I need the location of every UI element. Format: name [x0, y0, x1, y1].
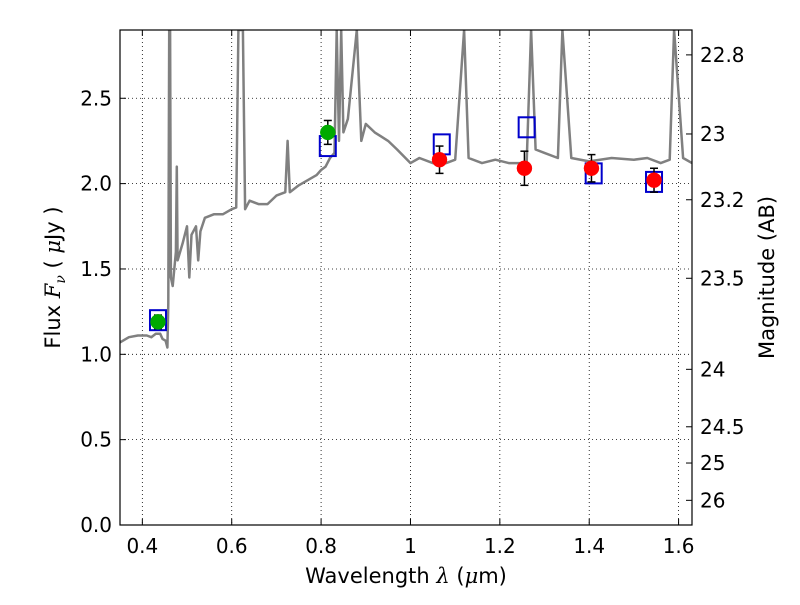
y-axis-title-prefix: Flux: [41, 298, 65, 348]
x-axis-title-prefix: Wavelength: [305, 564, 436, 588]
y-axis-nu-subscript: ν: [53, 275, 69, 284]
x-tick-label: 1: [404, 534, 417, 558]
x-tick-label: 0.6: [216, 534, 248, 558]
x-tick-label: 1.4: [573, 534, 605, 558]
y-axis-title: Flux Fν ( μJy ): [41, 206, 69, 348]
x-tick-label: 0.4: [126, 534, 158, 558]
x-axis-title: Wavelength λ (μm): [305, 564, 507, 588]
x-tick-label: 1.6: [663, 534, 695, 558]
data-markers: [148, 116, 664, 332]
x-axis-lambda-symbol: λ: [435, 564, 449, 588]
x-tick-label: 1.2: [484, 534, 516, 558]
y-tick-label: 0.5: [80, 428, 112, 452]
y-tick-label: 2.5: [80, 86, 112, 110]
y2-axis-title: Magnitude (AB): [755, 196, 779, 359]
y-tick-label: 1.5: [80, 257, 112, 281]
y2-tick-label: 24: [700, 357, 725, 381]
x-axis-unit-open: (: [450, 564, 465, 588]
model-photometry-square: [432, 133, 451, 156]
model-photometry-square: [148, 309, 167, 332]
y2-tick-label: 24.5: [700, 415, 745, 439]
y2-tick-label: 25: [700, 451, 725, 475]
y-tick-label: 2.0: [80, 172, 112, 196]
x-axis-unit-rest: m): [478, 564, 507, 588]
spectrum-line: [120, 30, 692, 349]
plot-frame: [119, 29, 693, 526]
y2-tick-label: 23.2: [700, 188, 745, 212]
y-axis-unit-rest: Jy ): [41, 206, 65, 242]
y2-tick-label: 23.5: [700, 266, 745, 290]
x-tick-label: 0.8: [305, 534, 337, 558]
y2-tick-label: 26: [700, 488, 725, 512]
spectrum: [120, 30, 692, 349]
red-data-point: [516, 160, 533, 177]
y2-tick-label: 23: [700, 122, 725, 146]
y2-tick-label: 22.8: [700, 43, 745, 67]
red-data-point: [583, 160, 600, 177]
y-axis-f-symbol: F: [41, 282, 65, 299]
y-tick-label: 0.0: [80, 513, 112, 537]
grid: [120, 30, 692, 526]
ticks: 0.4 0.6 0.8 1 1.2 1.4 1.6 0.0 0.5 1.0 1.5 2.0 2.5 22.…: [80, 30, 745, 558]
red-data-point: [431, 151, 448, 168]
green-data-point: [150, 314, 166, 330]
y-tick-label: 1.0: [80, 342, 112, 366]
red-data-point: [646, 172, 662, 188]
model-photometry-square: [517, 116, 536, 139]
x-axis-unit-mu: μ: [465, 564, 479, 588]
y-axis-unit-open: (: [41, 254, 65, 276]
y-axis-unit-mu: μ: [41, 240, 65, 254]
green-data-point: [320, 124, 336, 141]
